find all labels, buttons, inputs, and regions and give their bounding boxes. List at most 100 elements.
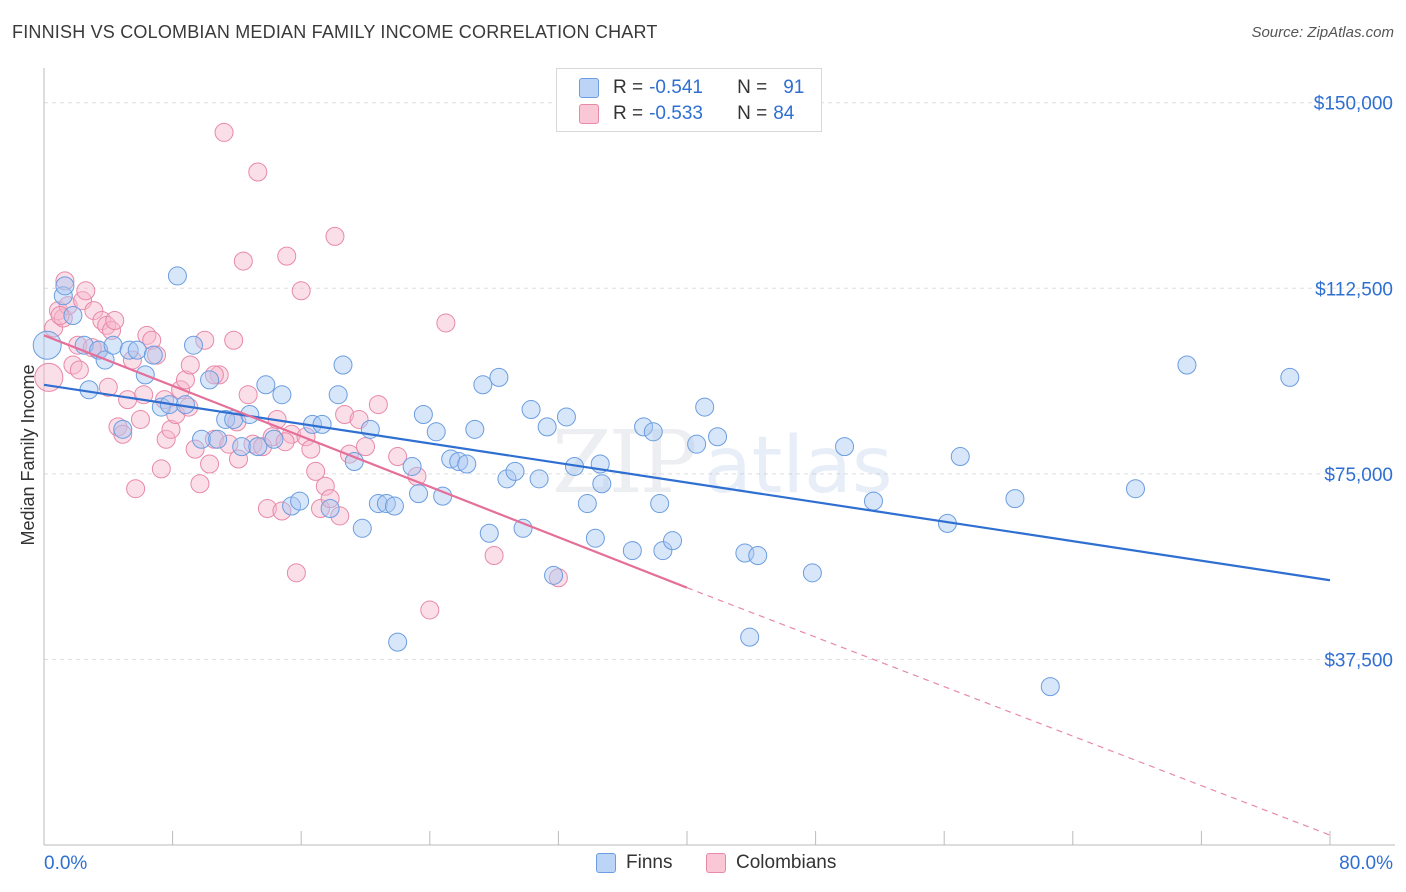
colombians-point — [388, 447, 408, 467]
legend-r-label: R = — [613, 77, 644, 98]
finns-point — [622, 541, 642, 561]
finns-point — [248, 437, 268, 457]
colombians-point — [63, 355, 83, 375]
colombians-point — [180, 355, 200, 375]
finns-point — [950, 447, 970, 467]
legend-row-colombians: R = -0.533 N = 84 — [579, 101, 794, 127]
finns-point — [409, 484, 429, 504]
finns-point — [290, 491, 310, 511]
colombians-point — [296, 427, 316, 447]
finns-point — [192, 429, 212, 449]
legend-swatch-finns — [579, 78, 599, 98]
finns-point — [802, 563, 822, 583]
trend-lines — [43, 334, 1331, 836]
finns-point — [457, 454, 477, 474]
legend-swatch-colombians — [579, 104, 599, 124]
finns-point — [585, 528, 605, 548]
colombians-point — [233, 251, 253, 271]
finns-point — [577, 494, 597, 514]
colombians-point — [277, 246, 297, 266]
finns-point — [643, 422, 663, 442]
finns-point — [634, 417, 654, 437]
legend-n-value: 91 — [783, 77, 805, 98]
finns-point — [556, 407, 576, 427]
finns-point — [312, 414, 332, 434]
legend-item-finns[interactable]: Finns — [596, 852, 672, 874]
finns-point — [449, 452, 469, 471]
colombians-point — [58, 296, 78, 316]
finns-point — [272, 385, 292, 405]
finns-point — [200, 370, 220, 390]
finns-point — [208, 429, 228, 449]
finns-point — [113, 419, 133, 439]
y-tick-label: $150,000 — [1314, 94, 1393, 115]
colombians-point — [105, 310, 125, 330]
colombians-point — [291, 281, 311, 301]
legend-r-value: -0.541 — [649, 77, 703, 98]
finns-point — [167, 266, 187, 286]
finns-point — [513, 518, 533, 538]
y-tick-label: $112,500 — [1315, 279, 1393, 300]
finns-point — [687, 434, 707, 454]
chart-title: FINNISH VS COLOMBIAN MEDIAN FAMILY INCOM… — [12, 22, 658, 42]
series-legend: Finns Colombians — [0, 852, 1406, 876]
axes — [43, 68, 1395, 846]
watermark: ZIP atlas — [552, 413, 893, 513]
legend-n-label: N = — [737, 103, 768, 124]
finns-point — [388, 632, 408, 652]
colombians-point — [248, 162, 268, 182]
colombians-point — [209, 365, 229, 385]
legend-item-colombians[interactable]: Colombians — [706, 852, 836, 874]
finns-point — [1005, 489, 1025, 509]
colombians-point — [325, 226, 345, 246]
colombians-point — [185, 439, 205, 459]
finns-point — [143, 345, 163, 365]
x-tick-labels: 0.0% 80.0% — [44, 853, 1393, 874]
watermark-atlas: atlas — [704, 421, 893, 511]
colombians-point — [484, 546, 504, 566]
colombians-trend-extension — [686, 587, 1331, 836]
colombians-point — [161, 419, 181, 439]
y-axis-label: Median Family Income — [18, 364, 38, 545]
colombians-point — [548, 568, 568, 588]
colombians-point — [190, 474, 210, 494]
finns-point — [183, 335, 203, 355]
finns-point — [256, 375, 276, 395]
finns-point — [653, 541, 673, 561]
finns-point — [505, 461, 525, 481]
finns-point — [53, 286, 73, 306]
finns-point — [1280, 367, 1300, 387]
finns-point — [264, 429, 284, 449]
finns-point — [320, 499, 340, 519]
y-tick-label: $75,000 — [1324, 465, 1393, 486]
colombians-point — [330, 506, 350, 526]
colombians-point — [335, 404, 355, 424]
legend-n-label: N = — [737, 77, 768, 98]
colombians-point — [44, 318, 64, 338]
finns-point — [497, 469, 517, 489]
finns-point — [465, 419, 485, 439]
finns-point — [479, 523, 499, 543]
finns-point — [413, 404, 433, 424]
finns-point — [368, 494, 388, 514]
finns-point — [544, 565, 564, 585]
colombians-point — [436, 313, 456, 333]
colombians-point — [76, 281, 96, 301]
colombians-point — [113, 424, 133, 444]
finns-point — [216, 409, 236, 429]
colombians-point — [253, 437, 273, 457]
colombians-point — [55, 271, 75, 291]
colombians-point — [214, 122, 234, 142]
finns-point — [384, 496, 404, 516]
colombians-point — [98, 377, 118, 397]
colombians-point — [130, 409, 150, 429]
colombians-point — [151, 459, 171, 479]
legend-r-label: R = — [613, 103, 644, 124]
legend-swatch-colombians — [706, 853, 726, 873]
series-colombians — [34, 122, 568, 620]
colombians-point — [69, 360, 89, 380]
colombians-point — [200, 454, 220, 474]
colombians-point — [126, 479, 146, 499]
finns-point — [695, 397, 715, 417]
colombians-point — [368, 395, 388, 415]
